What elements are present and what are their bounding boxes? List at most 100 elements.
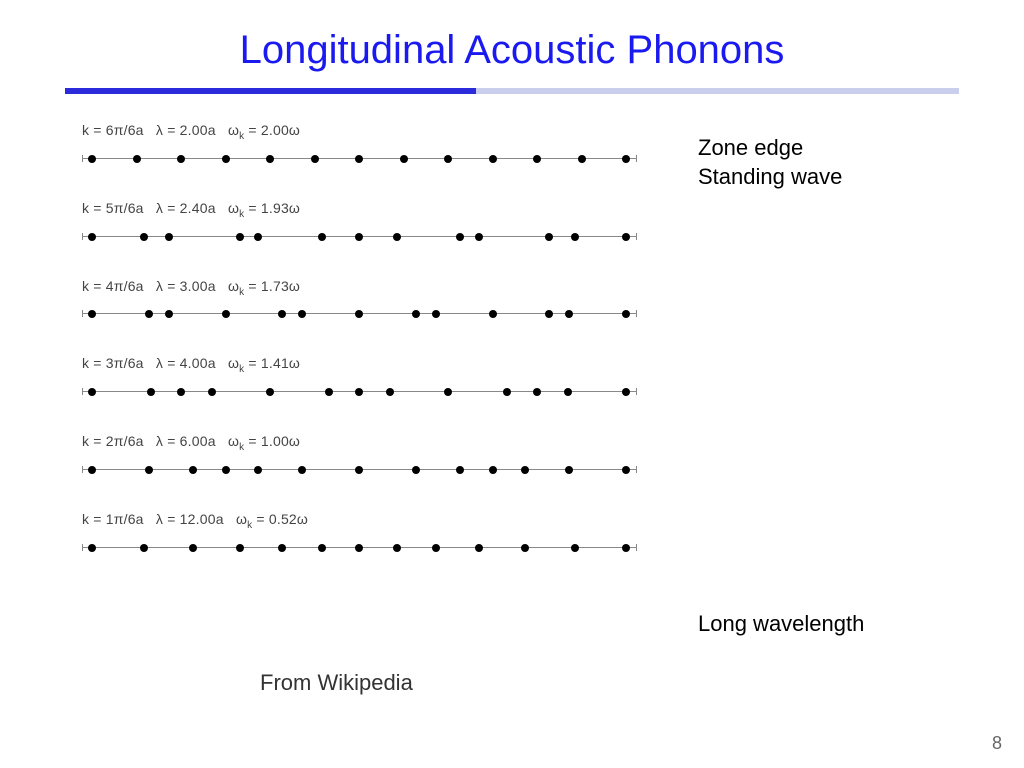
atom-dot bbox=[298, 466, 306, 474]
atom-dot bbox=[355, 544, 363, 552]
atom-dot bbox=[88, 155, 96, 163]
atom-dot bbox=[400, 155, 408, 163]
atom-dot bbox=[165, 233, 173, 241]
atom-dot bbox=[571, 544, 579, 552]
atom-dot bbox=[318, 544, 326, 552]
atom-chain bbox=[82, 541, 637, 555]
atom-dot bbox=[88, 466, 96, 474]
atom-dot bbox=[475, 233, 483, 241]
atom-dot bbox=[622, 466, 630, 474]
atom-dot bbox=[88, 388, 96, 396]
atom-dot bbox=[88, 310, 96, 318]
page-number: 8 bbox=[992, 733, 1002, 754]
atom-dot bbox=[355, 233, 363, 241]
atom-dot bbox=[521, 544, 529, 552]
atom-dot bbox=[88, 544, 96, 552]
atom-dot bbox=[432, 544, 440, 552]
atom-dot bbox=[622, 310, 630, 318]
atom-dot bbox=[298, 310, 306, 318]
atom-dot bbox=[564, 388, 572, 396]
atom-dot bbox=[489, 310, 497, 318]
atom-dot bbox=[355, 310, 363, 318]
atom-dot bbox=[622, 155, 630, 163]
underline-light bbox=[476, 88, 959, 94]
phonon-row: k = 2π/6a λ = 6.00a ωk = 1.00ω bbox=[82, 433, 637, 477]
atom-dot bbox=[521, 466, 529, 474]
phonon-params: k = 6π/6a λ = 2.00a ωk = 2.00ω bbox=[82, 122, 637, 142]
underline-dark bbox=[65, 88, 476, 94]
atom-chain bbox=[82, 463, 637, 477]
atom-dot bbox=[189, 544, 197, 552]
phonon-params: k = 5π/6a λ = 2.40a ωk = 1.93ω bbox=[82, 200, 637, 220]
atom-dot bbox=[533, 388, 541, 396]
atom-dot bbox=[222, 466, 230, 474]
atom-dot bbox=[140, 233, 148, 241]
phonon-params: k = 4π/6a λ = 3.00a ωk = 1.73ω bbox=[82, 278, 637, 298]
atom-dot bbox=[545, 310, 553, 318]
atom-dot bbox=[325, 388, 333, 396]
atom-dot bbox=[236, 233, 244, 241]
atom-dot bbox=[622, 544, 630, 552]
slide-title: Longitudinal Acoustic Phonons bbox=[0, 28, 1024, 73]
phonon-params: k = 3π/6a λ = 4.00a ωk = 1.41ω bbox=[82, 355, 637, 375]
atom-dot bbox=[475, 544, 483, 552]
atom-dot bbox=[622, 388, 630, 396]
phonon-row: k = 3π/6a λ = 4.00a ωk = 1.41ω bbox=[82, 355, 637, 399]
atom-dot bbox=[266, 155, 274, 163]
phonon-row: k = 5π/6a λ = 2.40a ωk = 1.93ω bbox=[82, 200, 637, 244]
atom-dot bbox=[208, 388, 216, 396]
atom-dot bbox=[266, 388, 274, 396]
atom-dot bbox=[318, 233, 326, 241]
atom-dot bbox=[456, 466, 464, 474]
atom-dot bbox=[571, 233, 579, 241]
atom-dot bbox=[503, 388, 511, 396]
atom-dot bbox=[189, 466, 197, 474]
phonon-row: k = 4π/6a λ = 3.00a ωk = 1.73ω bbox=[82, 278, 637, 322]
atom-dot bbox=[177, 388, 185, 396]
atom-dot bbox=[355, 466, 363, 474]
atom-dot bbox=[278, 544, 286, 552]
atom-dot bbox=[565, 466, 573, 474]
atom-dot bbox=[254, 233, 262, 241]
atom-dot bbox=[236, 544, 244, 552]
atom-dot bbox=[88, 233, 96, 241]
atom-dot bbox=[489, 155, 497, 163]
atom-dot bbox=[145, 466, 153, 474]
atom-dot bbox=[489, 466, 497, 474]
atom-dot bbox=[355, 155, 363, 163]
atom-dot bbox=[147, 388, 155, 396]
atom-dot bbox=[622, 233, 630, 241]
atom-dot bbox=[565, 310, 573, 318]
atom-dot bbox=[456, 233, 464, 241]
phonon-row: k = 1π/6a λ = 12.00a ωk = 0.52ω bbox=[82, 511, 637, 555]
atom-dot bbox=[311, 155, 319, 163]
atom-dot bbox=[145, 310, 153, 318]
atom-chain bbox=[82, 307, 637, 321]
annotation-zone-edge: Zone edgeStanding wave bbox=[698, 134, 842, 191]
atom-dot bbox=[222, 310, 230, 318]
atom-chain bbox=[82, 152, 637, 166]
atom-dot bbox=[386, 388, 394, 396]
atom-chain bbox=[82, 385, 637, 399]
atom-dot bbox=[165, 310, 173, 318]
atom-dot bbox=[393, 233, 401, 241]
phonon-row: k = 6π/6a λ = 2.00a ωk = 2.00ω bbox=[82, 122, 637, 166]
annotation-long-wavelength: Long wavelength bbox=[698, 610, 864, 639]
source-credit: From Wikipedia bbox=[260, 670, 413, 696]
title-underline bbox=[65, 88, 959, 94]
phonon-diagram: k = 6π/6a λ = 2.00a ωk = 2.00ω k = 5π/6a … bbox=[82, 122, 637, 589]
atom-chain bbox=[82, 230, 637, 244]
atom-dot bbox=[578, 155, 586, 163]
atom-dot bbox=[222, 155, 230, 163]
atom-dot bbox=[412, 466, 420, 474]
atom-dot bbox=[533, 155, 541, 163]
atom-dot bbox=[412, 310, 420, 318]
atom-dot bbox=[140, 544, 148, 552]
atom-dot bbox=[177, 155, 185, 163]
atom-dot bbox=[393, 544, 401, 552]
atom-dot bbox=[254, 466, 262, 474]
atom-dot bbox=[444, 388, 452, 396]
atom-dot bbox=[133, 155, 141, 163]
phonon-params: k = 1π/6a λ = 12.00a ωk = 0.52ω bbox=[82, 511, 637, 531]
atom-dot bbox=[432, 310, 440, 318]
